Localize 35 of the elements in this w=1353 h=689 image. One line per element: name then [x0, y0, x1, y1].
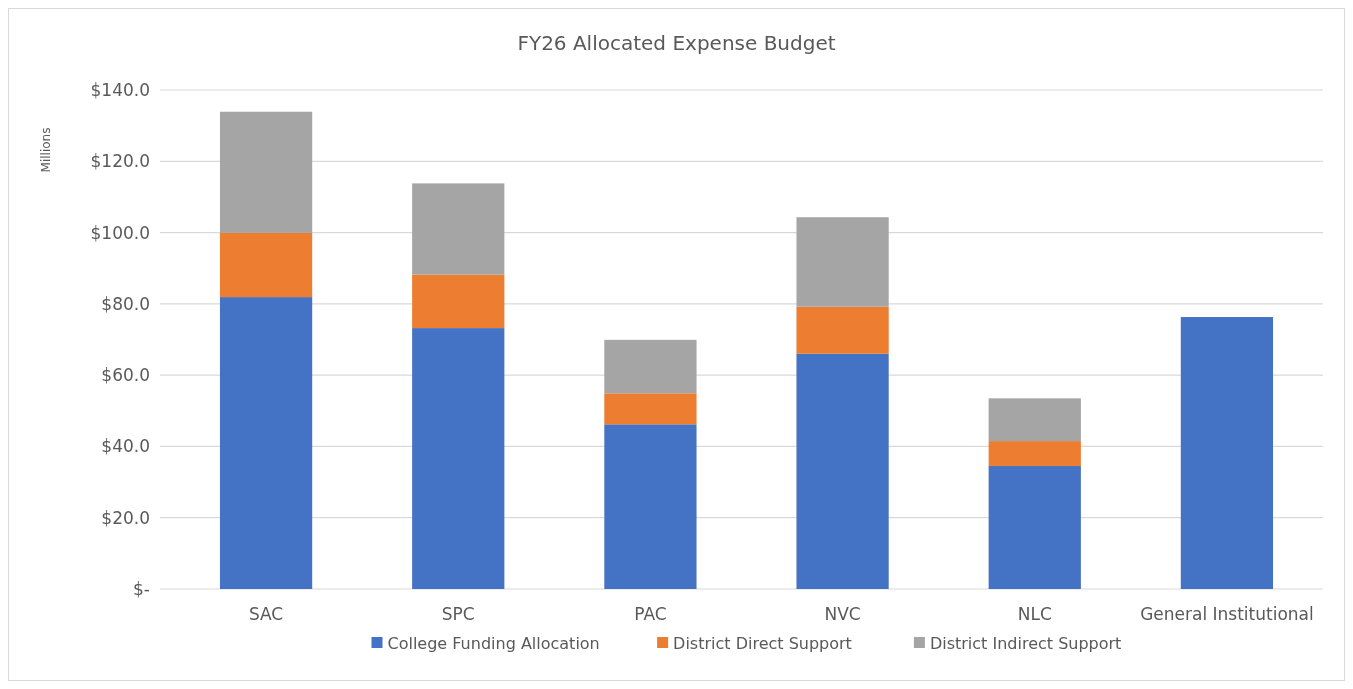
bar	[219, 297, 313, 589]
bar	[604, 424, 697, 589]
bar	[796, 353, 889, 589]
legend-label: College Funding Allocation	[387, 633, 600, 653]
legend-label: District Indirect Support	[929, 633, 1122, 653]
y-tick-label: $20.0	[101, 507, 150, 528]
bar	[412, 183, 505, 275]
x-tick-label: General Institutional	[1140, 604, 1314, 624]
bar	[796, 306, 889, 354]
bar	[988, 441, 1081, 467]
y-tick-label: $-	[133, 578, 150, 599]
bar	[988, 398, 1081, 442]
legend-label: District Direct Support	[673, 633, 852, 653]
y-tick-label: $40.0	[101, 436, 150, 457]
bar	[988, 466, 1081, 589]
x-tick-label: SPC	[441, 604, 475, 624]
bar	[219, 232, 313, 298]
y-tick-label: $60.0	[101, 365, 150, 386]
y-tick-label: $140.0	[90, 79, 150, 100]
y-tick-label: $80.0	[101, 293, 150, 314]
y-tick-label: $120.0	[90, 151, 150, 172]
y-axis-title: Millions	[39, 127, 53, 173]
bar	[412, 274, 505, 329]
x-tick-label: NVC	[824, 604, 861, 624]
x-tick-label: PAC	[634, 604, 667, 624]
x-tick-label: NLC	[1017, 604, 1052, 624]
bar	[412, 328, 505, 589]
y-tick-label: $100.0	[90, 222, 150, 243]
bar	[1180, 317, 1274, 589]
bar	[604, 339, 697, 394]
chart-title: FY26 Allocated Expense Budget	[517, 31, 836, 55]
x-tick-label: SAC	[248, 604, 284, 624]
bar	[219, 111, 313, 233]
bar	[796, 217, 889, 307]
bar	[604, 393, 697, 425]
